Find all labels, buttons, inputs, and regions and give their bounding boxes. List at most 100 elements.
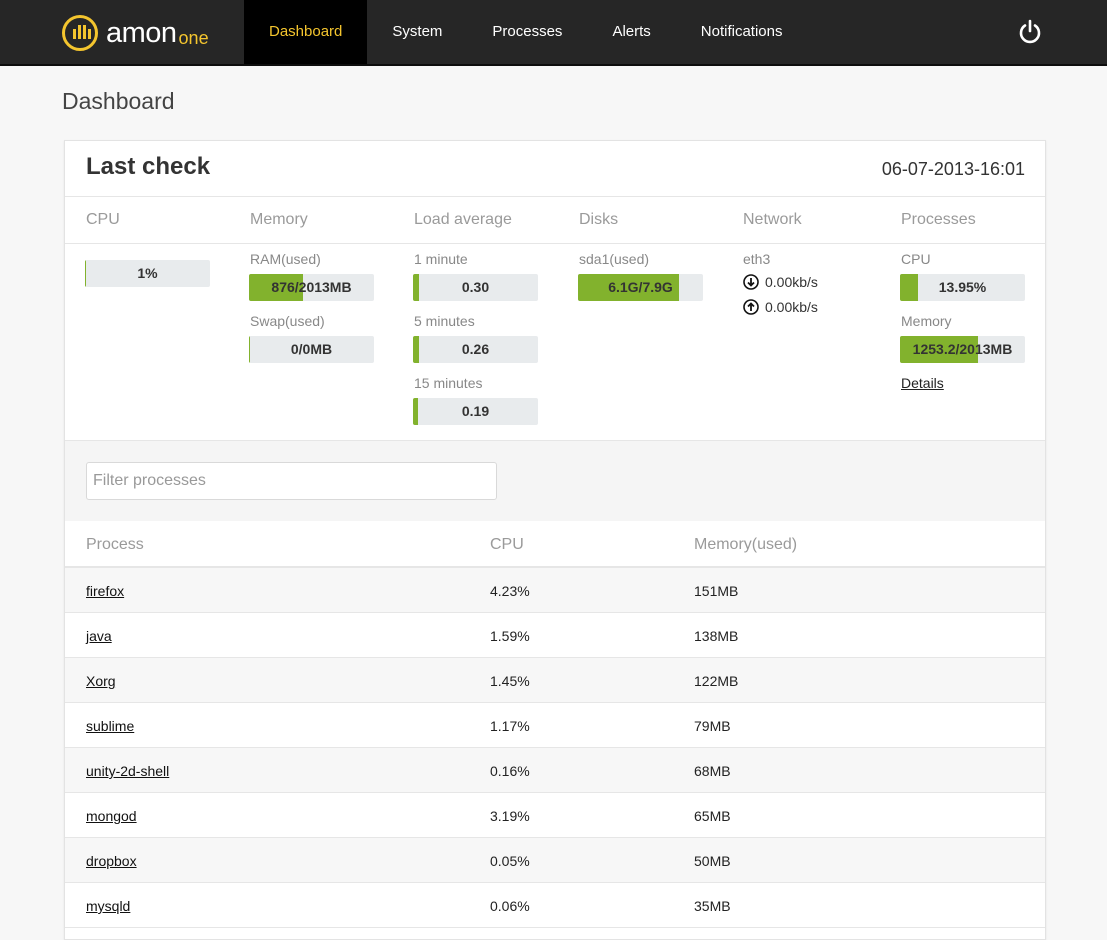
process-cpu: 0.05% — [490, 853, 530, 869]
load-5m-bar-fill — [413, 336, 420, 363]
swap-bar-fill — [249, 336, 251, 363]
load-1m-label: 1 minute — [414, 251, 468, 267]
bars-logo-icon — [62, 15, 98, 51]
load-15m-bar: 0.19 — [413, 398, 538, 425]
last-check-date: 06-07-2013-16:01 — [881, 159, 1025, 179]
main-nav: Dashboard System Processes Alerts Notifi… — [244, 0, 807, 64]
swap-value: 0/0MB — [290, 341, 333, 357]
process-cpu: 4.23% — [490, 583, 530, 599]
table-row: mysqld 0.06% 35MB — [65, 883, 1045, 928]
swap-label: Swap(used) — [250, 313, 325, 329]
process-name-link[interactable]: dropbox — [86, 853, 137, 869]
process-memory: 122MB — [694, 673, 739, 689]
proc-memory-value: 1253.2/2013MB — [912, 341, 1013, 357]
process-name-link[interactable]: unity-2d-shell — [86, 763, 170, 779]
process-table-body: firefox 4.23% 151MB java 1.59% 138MB Xor… — [65, 568, 1045, 928]
panel-title: Last check — [86, 153, 211, 180]
cpu-value: 1% — [137, 265, 158, 281]
details-link[interactable]: Details — [901, 375, 944, 391]
metric-headers: CPU Memory Load average Disks Network Pr… — [65, 197, 1045, 244]
proc-memory-bar-fill — [900, 336, 978, 363]
metric-header-processes: Processes — [901, 211, 976, 228]
load-15m-bar-fill — [413, 398, 418, 425]
ram-value: 876/2013MB — [271, 279, 352, 295]
process-name-link[interactable]: sublime — [86, 718, 135, 734]
table-row: unity-2d-shell 0.16% 68MB — [65, 748, 1045, 793]
disk-label: sda1(used) — [579, 251, 650, 267]
process-memory: 35MB — [694, 898, 731, 914]
metric-header-disks: Disks — [579, 211, 619, 228]
nav-notifications[interactable]: Notifications — [700, 23, 783, 40]
process-memory: 151MB — [694, 583, 739, 599]
load-15m-label: 15 minutes — [414, 375, 483, 391]
ram-bar: 876/2013MB — [249, 274, 374, 301]
download-arrow-icon — [743, 274, 759, 290]
load-15m-value: 0.19 — [461, 403, 490, 419]
process-cpu: 1.45% — [490, 673, 530, 689]
process-name-link[interactable]: mongod — [86, 808, 137, 824]
metric-header-network: Network — [743, 211, 802, 228]
disk-value: 6.1G/7.9G — [608, 279, 673, 295]
table-row: sublime 1.17% 79MB — [65, 703, 1045, 748]
filter-processes-input[interactable] — [86, 462, 497, 500]
process-cpu: 1.59% — [490, 628, 530, 644]
proc-cpu-bar-fill — [900, 274, 918, 301]
nav-dashboard[interactable]: Dashboard — [244, 0, 368, 64]
process-name-link[interactable]: java — [86, 628, 112, 644]
page-title: Dashboard — [62, 88, 175, 114]
table-row: dropbox 0.05% 50MB — [65, 838, 1045, 883]
process-memory: 79MB — [694, 718, 731, 734]
process-name-link[interactable]: Xorg — [86, 673, 116, 689]
proc-cpu-value: 13.95% — [938, 279, 987, 295]
disk-bar: 6.1G/7.9G — [578, 274, 703, 301]
last-check-panel: Last check 06-07-2013-16:01 CPU Memory L… — [64, 140, 1046, 940]
process-cpu: 3.19% — [490, 808, 530, 824]
disk-bar-fill — [578, 274, 680, 301]
proc-memory-label: Memory — [901, 313, 952, 329]
swap-bar: 0/0MB — [249, 336, 374, 363]
process-table-header: Process CPU Memory(used) — [65, 521, 1045, 568]
load-5m-value: 0.26 — [461, 341, 490, 357]
process-name-link[interactable]: firefox — [86, 583, 125, 599]
table-row: java 1.59% 138MB — [65, 613, 1045, 658]
proc-cpu-label: CPU — [901, 251, 931, 267]
load-5m-label: 5 minutes — [414, 313, 475, 329]
download-rate: 0.00kb/s — [765, 274, 818, 290]
network-download: 0.00kb/s — [743, 274, 818, 290]
proc-cpu-bar: 13.95% — [900, 274, 1025, 301]
load-5m-bar: 0.26 — [413, 336, 538, 363]
cpu-bar: 1% — [85, 260, 210, 287]
metric-header-cpu: CPU — [86, 211, 120, 228]
process-cpu: 0.16% — [490, 763, 530, 779]
power-icon[interactable] — [1017, 19, 1043, 45]
process-name-link[interactable]: mysqld — [86, 898, 131, 914]
process-cpu: 1.17% — [490, 718, 530, 734]
panel-header: Last check 06-07-2013-16:01 — [65, 141, 1045, 197]
metrics-grid: 1% RAM(used) 876/2013MB Swap(used) 0/0MB… — [65, 244, 1045, 441]
brand-logo[interactable]: amon one — [62, 14, 209, 52]
ram-bar-fill — [249, 274, 304, 301]
process-memory: 65MB — [694, 808, 731, 824]
nav-processes[interactable]: Processes — [492, 23, 563, 40]
load-1m-bar: 0.30 — [413, 274, 538, 301]
metric-header-load: Load average — [414, 211, 512, 228]
upload-arrow-icon — [743, 299, 759, 315]
col-cpu: CPU — [490, 536, 524, 553]
col-process: Process — [86, 536, 144, 553]
filter-area — [65, 441, 1045, 521]
process-memory: 50MB — [694, 853, 731, 869]
cpu-bar-fill — [85, 260, 87, 287]
proc-memory-bar: 1253.2/2013MB — [900, 336, 1025, 363]
process-memory: 68MB — [694, 763, 731, 779]
col-memory: Memory(used) — [694, 536, 798, 553]
upload-rate: 0.00kb/s — [765, 299, 818, 315]
nav-alerts[interactable]: Alerts — [612, 23, 651, 40]
ram-label: RAM(used) — [250, 251, 321, 267]
table-row: mongod 3.19% 65MB — [65, 793, 1045, 838]
top-navbar: amon one Dashboard System Processes Aler… — [0, 0, 1107, 66]
network-upload: 0.00kb/s — [743, 299, 818, 315]
process-cpu: 0.06% — [490, 898, 530, 914]
nav-system[interactable]: System — [392, 23, 443, 40]
network-iface: eth3 — [743, 251, 771, 267]
table-row: Xorg 1.45% 122MB — [65, 658, 1045, 703]
